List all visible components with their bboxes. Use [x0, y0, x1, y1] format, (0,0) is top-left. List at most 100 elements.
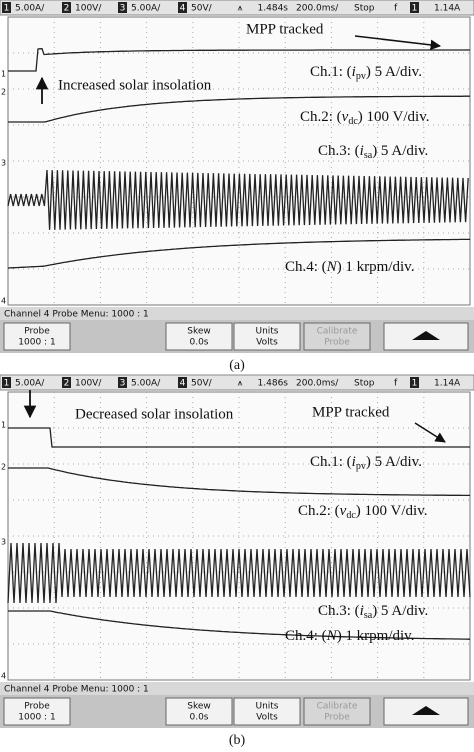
label-subscript: sa — [364, 150, 373, 161]
ground-marker: 1 — [1, 70, 6, 79]
channel-scale: 5.00A/ — [131, 379, 161, 389]
label-subscript: pv — [356, 461, 366, 472]
annotation-insolation: Increased solar insolation — [58, 77, 212, 93]
softkey-top: Probe — [24, 702, 50, 712]
softkey-bottom: 1000 : 1 — [18, 713, 55, 723]
label-subscript: sa — [364, 610, 373, 621]
channel-number: 3 — [120, 379, 126, 389]
trigger-level: 1.14A — [434, 4, 461, 14]
ground-marker: 1 — [1, 421, 6, 430]
softkey — [233, 322, 301, 351]
channel-number: 4 — [180, 379, 186, 389]
label-prefix: Ch.3: ( — [318, 143, 360, 159]
trigger-level: 1.14A — [434, 379, 461, 389]
timebase: 200.0ms/ — [296, 379, 339, 389]
label-symbol: v — [342, 109, 349, 125]
label-symbol: N — [326, 259, 338, 275]
channel-badge — [62, 377, 71, 388]
softkey-top: Probe — [24, 327, 50, 337]
label-prefix: Ch.1: ( — [310, 64, 352, 80]
label-suffix: ) 5 A/div. — [366, 64, 422, 80]
scope-panel: 1 5.00A/2 100V/3 5.00A/4 50V/ ⩚ 1.484s 200.0ms/… — [0, 0, 474, 373]
label-suffix: ) 5 A/div. — [372, 143, 428, 159]
menu-bar — [0, 682, 474, 695]
softkey-top: Calibrate — [317, 327, 358, 337]
label-prefix: Ch.3: ( — [318, 603, 360, 619]
run-mode: Stop — [354, 4, 375, 14]
label-symbol: i — [360, 603, 364, 619]
channel-number: 3 — [120, 4, 126, 14]
label-suffix: ) 5 A/div. — [372, 603, 428, 619]
channel-scale: 50V/ — [191, 4, 213, 14]
waveform-ch3 — [7, 542, 471, 604]
channel-scale: 50V/ — [191, 379, 213, 389]
softkey-bottom: Probe — [324, 338, 350, 348]
label-suffix: ) 100 V/div. — [356, 503, 428, 519]
label-prefix: Ch.1: ( — [310, 454, 352, 470]
softkey-bottom: Volts — [256, 713, 278, 723]
channel-badge — [62, 2, 71, 13]
label-symbol: i — [360, 143, 364, 159]
softkey-bottom: 0.0s — [189, 338, 208, 348]
softkey-bottom: 1000 : 1 — [18, 338, 55, 348]
label-suffix: ) 1 krpm/div. — [337, 259, 415, 275]
waveform-ch2 — [8, 467, 470, 497]
up-arrow-icon — [412, 706, 440, 715]
annotation-mpp: MPP tracked — [246, 21, 324, 37]
timebase: 200.0ms/ — [296, 4, 339, 14]
waveform-ch4 — [7, 238, 471, 269]
ground-marker: 3 — [1, 159, 6, 168]
ground-marker: 3 — [1, 538, 6, 547]
softkey — [303, 697, 371, 726]
annotation-insolation: Decreased solar insolation — [75, 406, 234, 422]
channel-number: 4 — [180, 4, 186, 14]
ground-marker: 2 — [1, 463, 6, 472]
channel-label: Ch.2: (vdc) 100 V/div. — [300, 109, 429, 127]
softkey-bottom: 0.0s — [189, 713, 208, 723]
waveform-ch4 — [8, 610, 470, 640]
trigger-channel: 1 — [412, 379, 418, 389]
annotation-mpp: MPP tracked — [312, 404, 390, 420]
softkey — [383, 697, 469, 726]
ground-marker: 4 — [1, 672, 6, 681]
channel-label: Ch.4: (N) 1 krpm/div. — [285, 628, 414, 644]
softkey-top: Calibrate — [317, 702, 358, 712]
channel-label: Ch.1: (ipv) 5 A/div. — [310, 454, 422, 472]
softkey — [165, 697, 233, 726]
channel-badge — [2, 2, 11, 13]
menu-title: Channel 4 Probe Menu: 1000 : 1 — [4, 310, 149, 320]
channel-number: 1 — [4, 379, 10, 389]
softkey-bottom: Probe — [324, 713, 350, 723]
channel-scale: 5.00A/ — [15, 379, 45, 389]
softkey — [303, 322, 371, 351]
channel-number: 1 — [4, 4, 10, 14]
label-subscript: dc — [348, 116, 358, 127]
softkey — [3, 322, 71, 351]
channel-number: 2 — [64, 4, 70, 14]
softkey-bottom: Volts — [256, 338, 278, 348]
channel-label: Ch.3: (isa) 5 A/div. — [318, 143, 428, 161]
label-symbol: i — [352, 64, 356, 80]
annotation-arrow — [354, 35, 442, 51]
run-mode: Stop — [354, 379, 375, 389]
softkey-top: Units — [255, 702, 278, 712]
waveform-ch1 — [8, 427, 470, 448]
annotation-arrow — [414, 422, 446, 443]
channel-badge — [2, 377, 11, 388]
label-suffix: ) 5 A/div. — [366, 454, 422, 470]
trigger-slope: f — [394, 4, 398, 14]
label-prefix: Ch.4: ( — [285, 628, 327, 644]
channel-label: Ch.3: (isa) 5 A/div. — [318, 603, 428, 621]
time-position: 1.484s — [258, 4, 289, 14]
ground-marker: 4 — [1, 297, 6, 306]
trigger-channel: 1 — [412, 4, 418, 14]
channel-badge — [118, 377, 127, 388]
scope-panel: 1 5.00A/2 100V/3 5.00A/4 50V/ ⩚ 1.486s 200.0ms/… — [0, 374, 474, 748]
channel-badge — [178, 377, 187, 388]
channel-label: Ch.4: (N) 1 krpm/div. — [285, 259, 414, 275]
up-arrow-icon — [412, 331, 440, 340]
waveform-ch3 — [7, 169, 469, 230]
trigger-badge — [410, 377, 419, 388]
